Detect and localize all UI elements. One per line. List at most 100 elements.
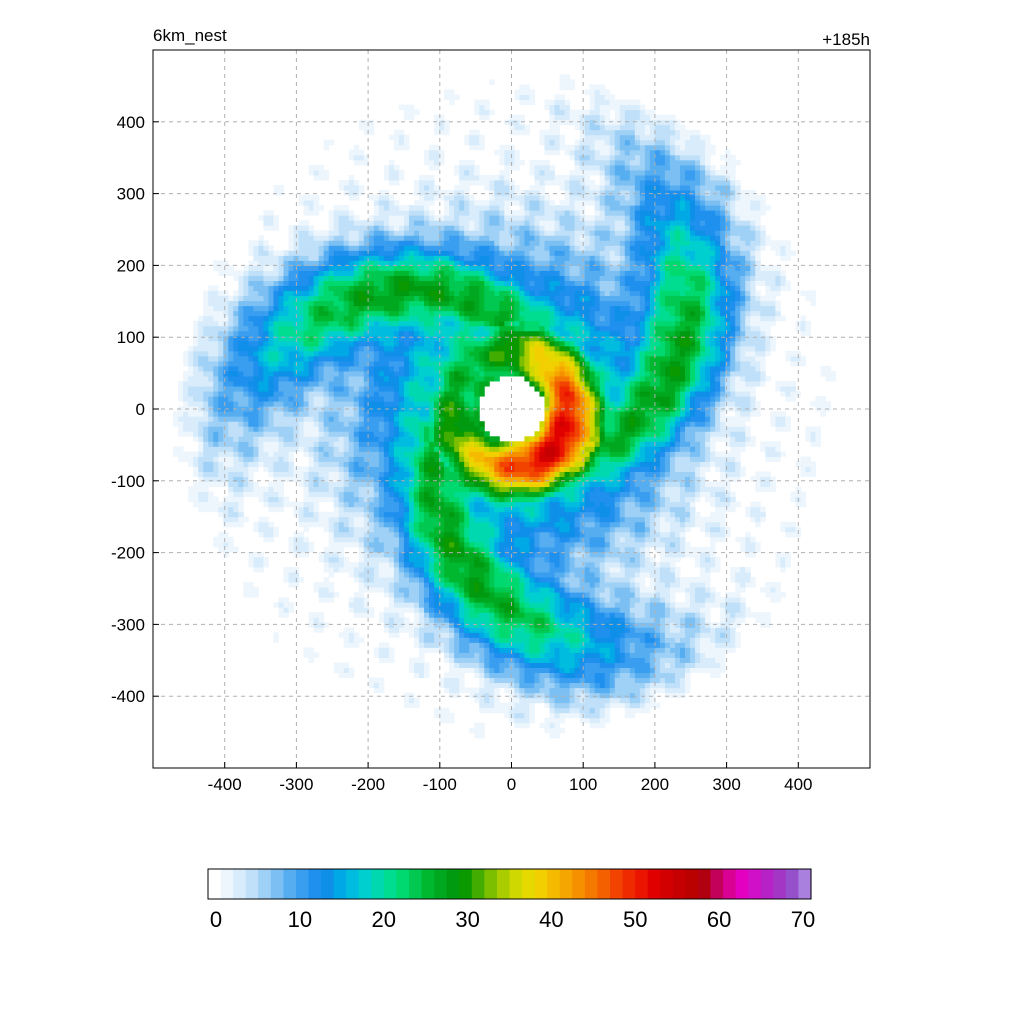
field-cell — [338, 496, 345, 503]
field-cell — [624, 561, 631, 568]
field-cell — [323, 551, 330, 558]
field-cell — [494, 677, 500, 684]
field-cell — [353, 642, 360, 648]
field-cell — [705, 496, 711, 503]
field-cell — [700, 546, 706, 553]
field-cell — [444, 622, 450, 628]
field-cell — [353, 436, 360, 442]
field-cell — [554, 506, 561, 513]
field-cell — [278, 451, 284, 457]
field-cell — [664, 521, 671, 528]
field-cell — [609, 526, 616, 533]
field-cell — [228, 426, 234, 432]
field-cell — [388, 471, 395, 477]
field-cell — [524, 476, 530, 483]
field-cell — [373, 521, 380, 528]
field-cell — [685, 511, 691, 518]
field-cell — [574, 471, 581, 477]
field-cell — [278, 607, 284, 613]
field-cell — [188, 456, 194, 462]
field-cell — [544, 597, 551, 603]
field-cell — [228, 546, 234, 553]
field-cell — [494, 667, 500, 674]
field-cell — [629, 647, 636, 653]
field-cell — [664, 541, 671, 548]
field-cell — [203, 456, 209, 462]
field-cell — [424, 441, 430, 447]
field-cell — [514, 461, 520, 467]
field-cell — [444, 431, 450, 437]
field-cell — [629, 571, 636, 578]
field-cell — [529, 627, 535, 633]
field-cell — [584, 521, 591, 528]
field-cell — [564, 531, 571, 538]
field-cell — [574, 627, 581, 633]
field-cell — [634, 627, 641, 633]
field-cell — [288, 461, 295, 467]
field-cell — [479, 692, 485, 699]
field-cell — [368, 431, 375, 437]
field-cell — [273, 506, 279, 513]
field-cell — [735, 577, 741, 583]
field-cell — [574, 617, 581, 623]
field-cell — [715, 662, 721, 668]
field-cell — [484, 441, 490, 447]
field-cell — [519, 622, 525, 628]
field-cell — [499, 702, 505, 709]
field-cell — [584, 582, 591, 588]
field-cell — [258, 426, 264, 432]
field-cell — [659, 456, 666, 462]
field-cell — [504, 592, 510, 598]
field-cell — [233, 546, 239, 553]
field-cell — [509, 561, 515, 568]
field-cell — [594, 561, 601, 568]
field-cell — [790, 491, 796, 498]
field-cell — [393, 471, 400, 477]
field-cell — [584, 717, 591, 724]
field-cell — [644, 622, 651, 628]
field-cell — [408, 466, 415, 472]
field-cell — [479, 707, 485, 714]
field-cell — [579, 662, 586, 668]
field-cell — [454, 607, 460, 613]
field-cell — [484, 521, 490, 528]
field-cell — [499, 642, 505, 648]
field-cell — [328, 436, 335, 442]
field-cell — [604, 622, 611, 628]
field-cell — [674, 682, 681, 689]
field-cell — [484, 687, 490, 694]
field-cell — [263, 441, 269, 447]
field-cell — [429, 622, 435, 628]
field-cell — [353, 592, 360, 598]
field-cell — [539, 521, 545, 528]
field-cell — [288, 546, 295, 553]
field-cell — [685, 496, 691, 503]
field-cell — [644, 461, 651, 467]
field-cell — [710, 491, 716, 498]
field-cell — [619, 597, 626, 603]
field-cell — [569, 476, 576, 483]
field-cell — [318, 471, 325, 477]
field-cell — [524, 441, 530, 447]
field-cell — [674, 426, 681, 432]
field-cell — [484, 662, 490, 668]
field-cell — [479, 582, 485, 588]
field-cell — [454, 647, 460, 653]
field-cell — [348, 446, 355, 452]
field-cell — [775, 456, 781, 462]
field-cell — [639, 466, 646, 472]
field-cell — [469, 556, 475, 563]
field-cell — [690, 451, 696, 457]
field-cell — [193, 431, 199, 437]
field-cell — [328, 446, 335, 452]
field-cell — [213, 436, 219, 442]
field-cell — [519, 647, 525, 653]
field-cell — [333, 426, 340, 432]
field-cell — [373, 516, 380, 523]
field-cell — [664, 617, 671, 623]
field-cell — [579, 637, 586, 643]
field-cell — [685, 677, 691, 684]
field-cell — [373, 677, 380, 684]
field-cell — [679, 546, 686, 553]
field-cell — [203, 471, 209, 477]
